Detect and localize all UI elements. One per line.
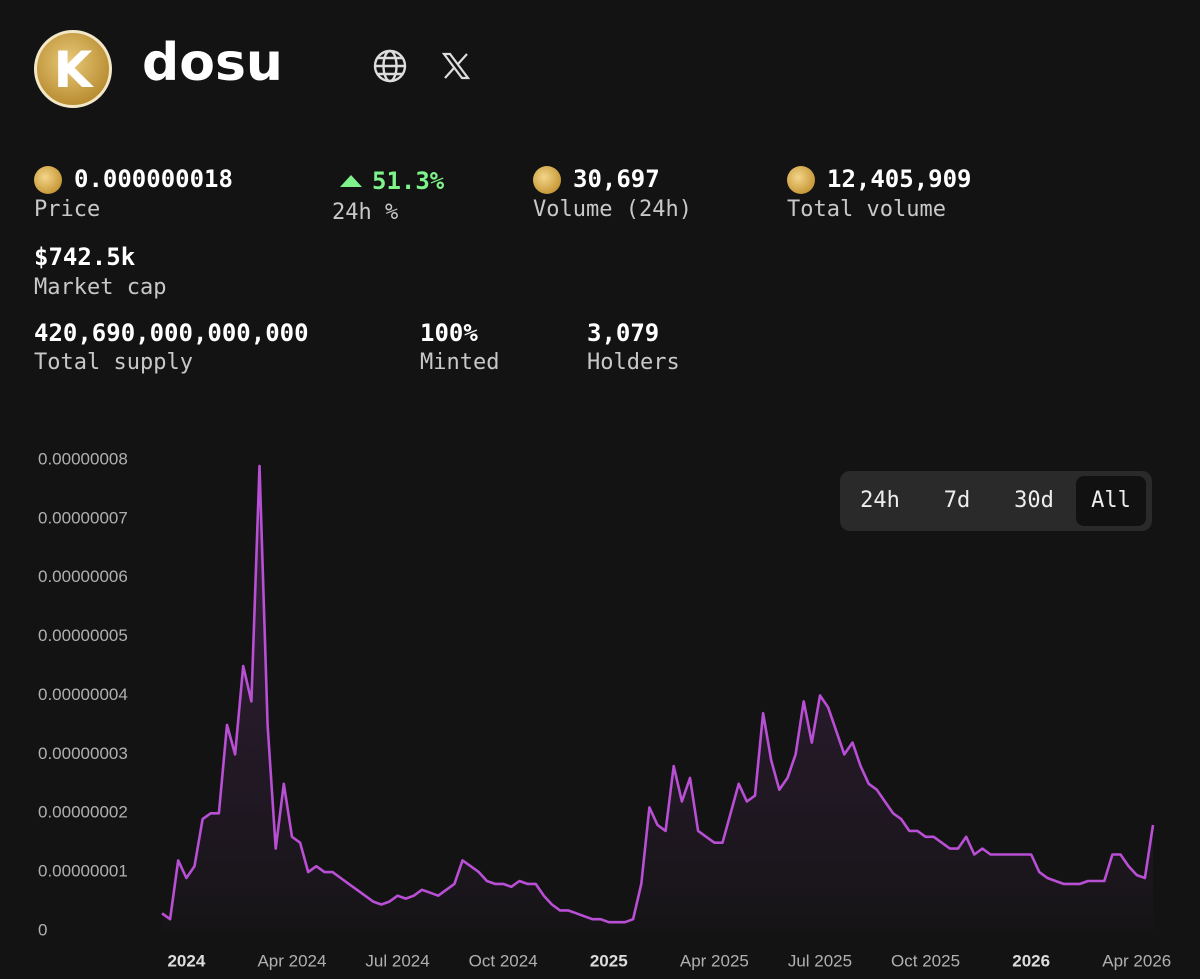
market-cap-label: Market cap — [34, 275, 167, 300]
website-icon[interactable] — [372, 48, 408, 84]
holders-label: Holders — [587, 350, 680, 375]
x-icon[interactable] — [442, 52, 470, 80]
y-tick-label: 0.00000004 — [38, 685, 128, 704]
y-tick-label: 0 — [38, 920, 47, 939]
volume-label: Volume (24h) — [533, 197, 692, 222]
volume-value: 30,697 — [573, 165, 660, 193]
minted-label: Minted — [420, 350, 500, 375]
y-tick-label: 0.00000001 — [38, 862, 128, 881]
price-label: Price — [34, 197, 101, 222]
y-tick-label: 0.00000007 — [38, 508, 128, 527]
x-tick-label: Apr 2025 — [680, 951, 749, 970]
x-tick-label: 2025 — [590, 951, 628, 970]
y-tick-label: 0.00000002 — [38, 803, 128, 822]
logo: K — [34, 30, 112, 108]
price-value: 0.000000018 — [74, 165, 233, 193]
x-tick-label: Jul 2024 — [365, 951, 429, 970]
holders-value: 3,079 — [587, 319, 660, 347]
x-tick-label: Apr 2024 — [257, 951, 326, 970]
x-tick-label: Oct 2025 — [891, 951, 960, 970]
coin-icon — [533, 166, 561, 194]
x-tick-label: Oct 2024 — [469, 951, 538, 970]
total-volume-label: Total volume — [787, 197, 946, 222]
supply-label: Total supply — [34, 350, 193, 375]
area — [162, 465, 1153, 931]
x-tick-label: Apr 2026 — [1102, 951, 1171, 970]
market-cap-value: $742.5k — [34, 243, 136, 271]
timeframe-button[interactable]: All — [1076, 476, 1146, 526]
total-volume-value: 12,405,909 — [827, 165, 972, 193]
timeframe-selector: 24h 7d 30d All — [840, 471, 1152, 531]
supply-value: 420,690,000,000,000 — [34, 319, 309, 347]
logo-letter: K — [53, 41, 93, 99]
timeframe-button[interactable]: 24h — [860, 488, 900, 513]
x-tick-label: 2026 — [1012, 951, 1050, 970]
up-arrow — [340, 175, 362, 187]
y-tick-label: 0.00000003 — [38, 744, 128, 763]
change-value: 51.3% — [372, 167, 445, 195]
minted-value: 100% — [420, 319, 478, 347]
timeframe-button[interactable]: 30d — [1014, 488, 1054, 513]
y-tick-label: 0.00000006 — [38, 567, 128, 586]
change-label: 24h % — [332, 200, 399, 225]
coin-icon — [34, 166, 62, 194]
x-tick-label: 2024 — [167, 951, 205, 970]
coin-icon — [787, 166, 815, 194]
y-tick-label: 0.00000008 — [38, 449, 128, 468]
y-tick-label: 0.00000005 — [38, 626, 128, 645]
price-line — [161, 464, 1155, 924]
x-tick-label: Jul 2025 — [788, 951, 852, 970]
timeframe-button[interactable]: 7d — [943, 488, 971, 513]
token-name: dosu — [142, 33, 283, 93]
